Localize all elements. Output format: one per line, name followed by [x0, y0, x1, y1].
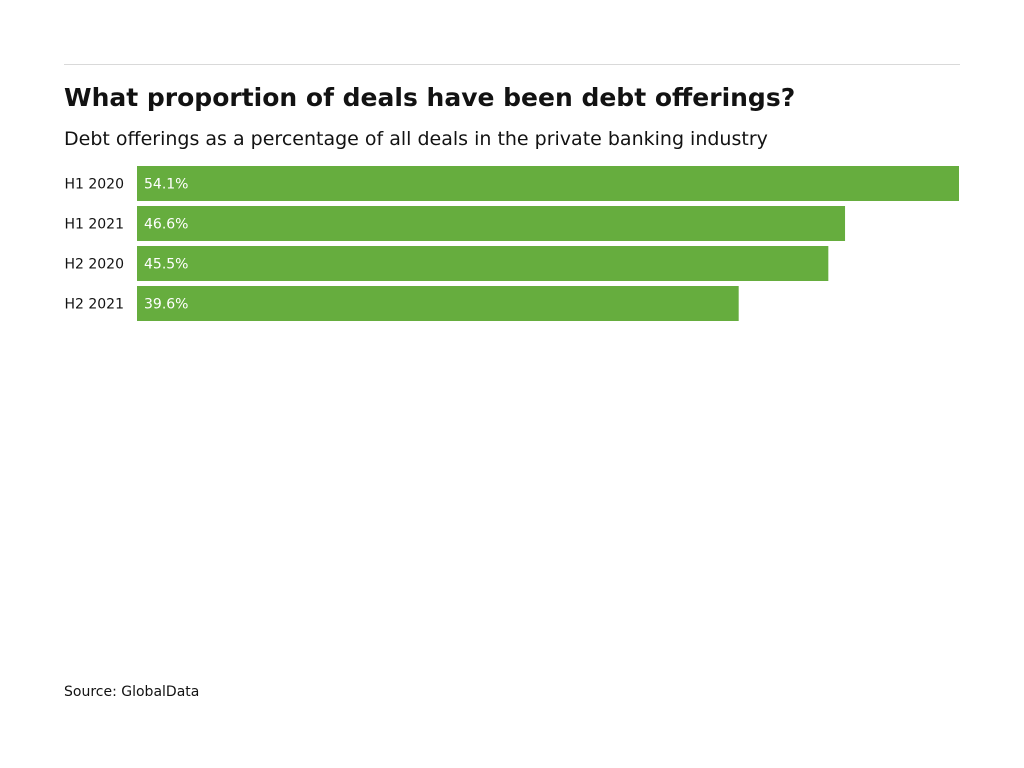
bar-group: H2 2021 39.6% [64, 286, 739, 321]
bar-group: H1 2021 46.6% [64, 206, 846, 241]
top-rule [64, 64, 960, 65]
bar [137, 286, 739, 321]
bar [137, 166, 959, 201]
bar-value-label: 46.6% [144, 217, 188, 233]
category-label: H2 2020 [64, 257, 124, 273]
bar-value-label: 45.5% [144, 257, 188, 273]
bar-value-label: 39.6% [144, 297, 188, 313]
bar-group: H2 2020 45.5% [64, 246, 829, 281]
bar [137, 246, 829, 281]
category-label: H1 2020 [64, 177, 124, 193]
category-label: H1 2021 [64, 217, 124, 233]
chart-subtitle: Debt offerings as a percentage of all de… [64, 128, 768, 150]
source-note: Source: GlobalData [64, 684, 200, 700]
bar-value-label: 54.1% [144, 177, 188, 193]
bar-group: H1 2020 54.1% [64, 166, 959, 201]
category-label: H2 2021 [64, 297, 124, 313]
chart-title: What proportion of deals have been debt … [64, 83, 796, 112]
bar [137, 206, 846, 241]
